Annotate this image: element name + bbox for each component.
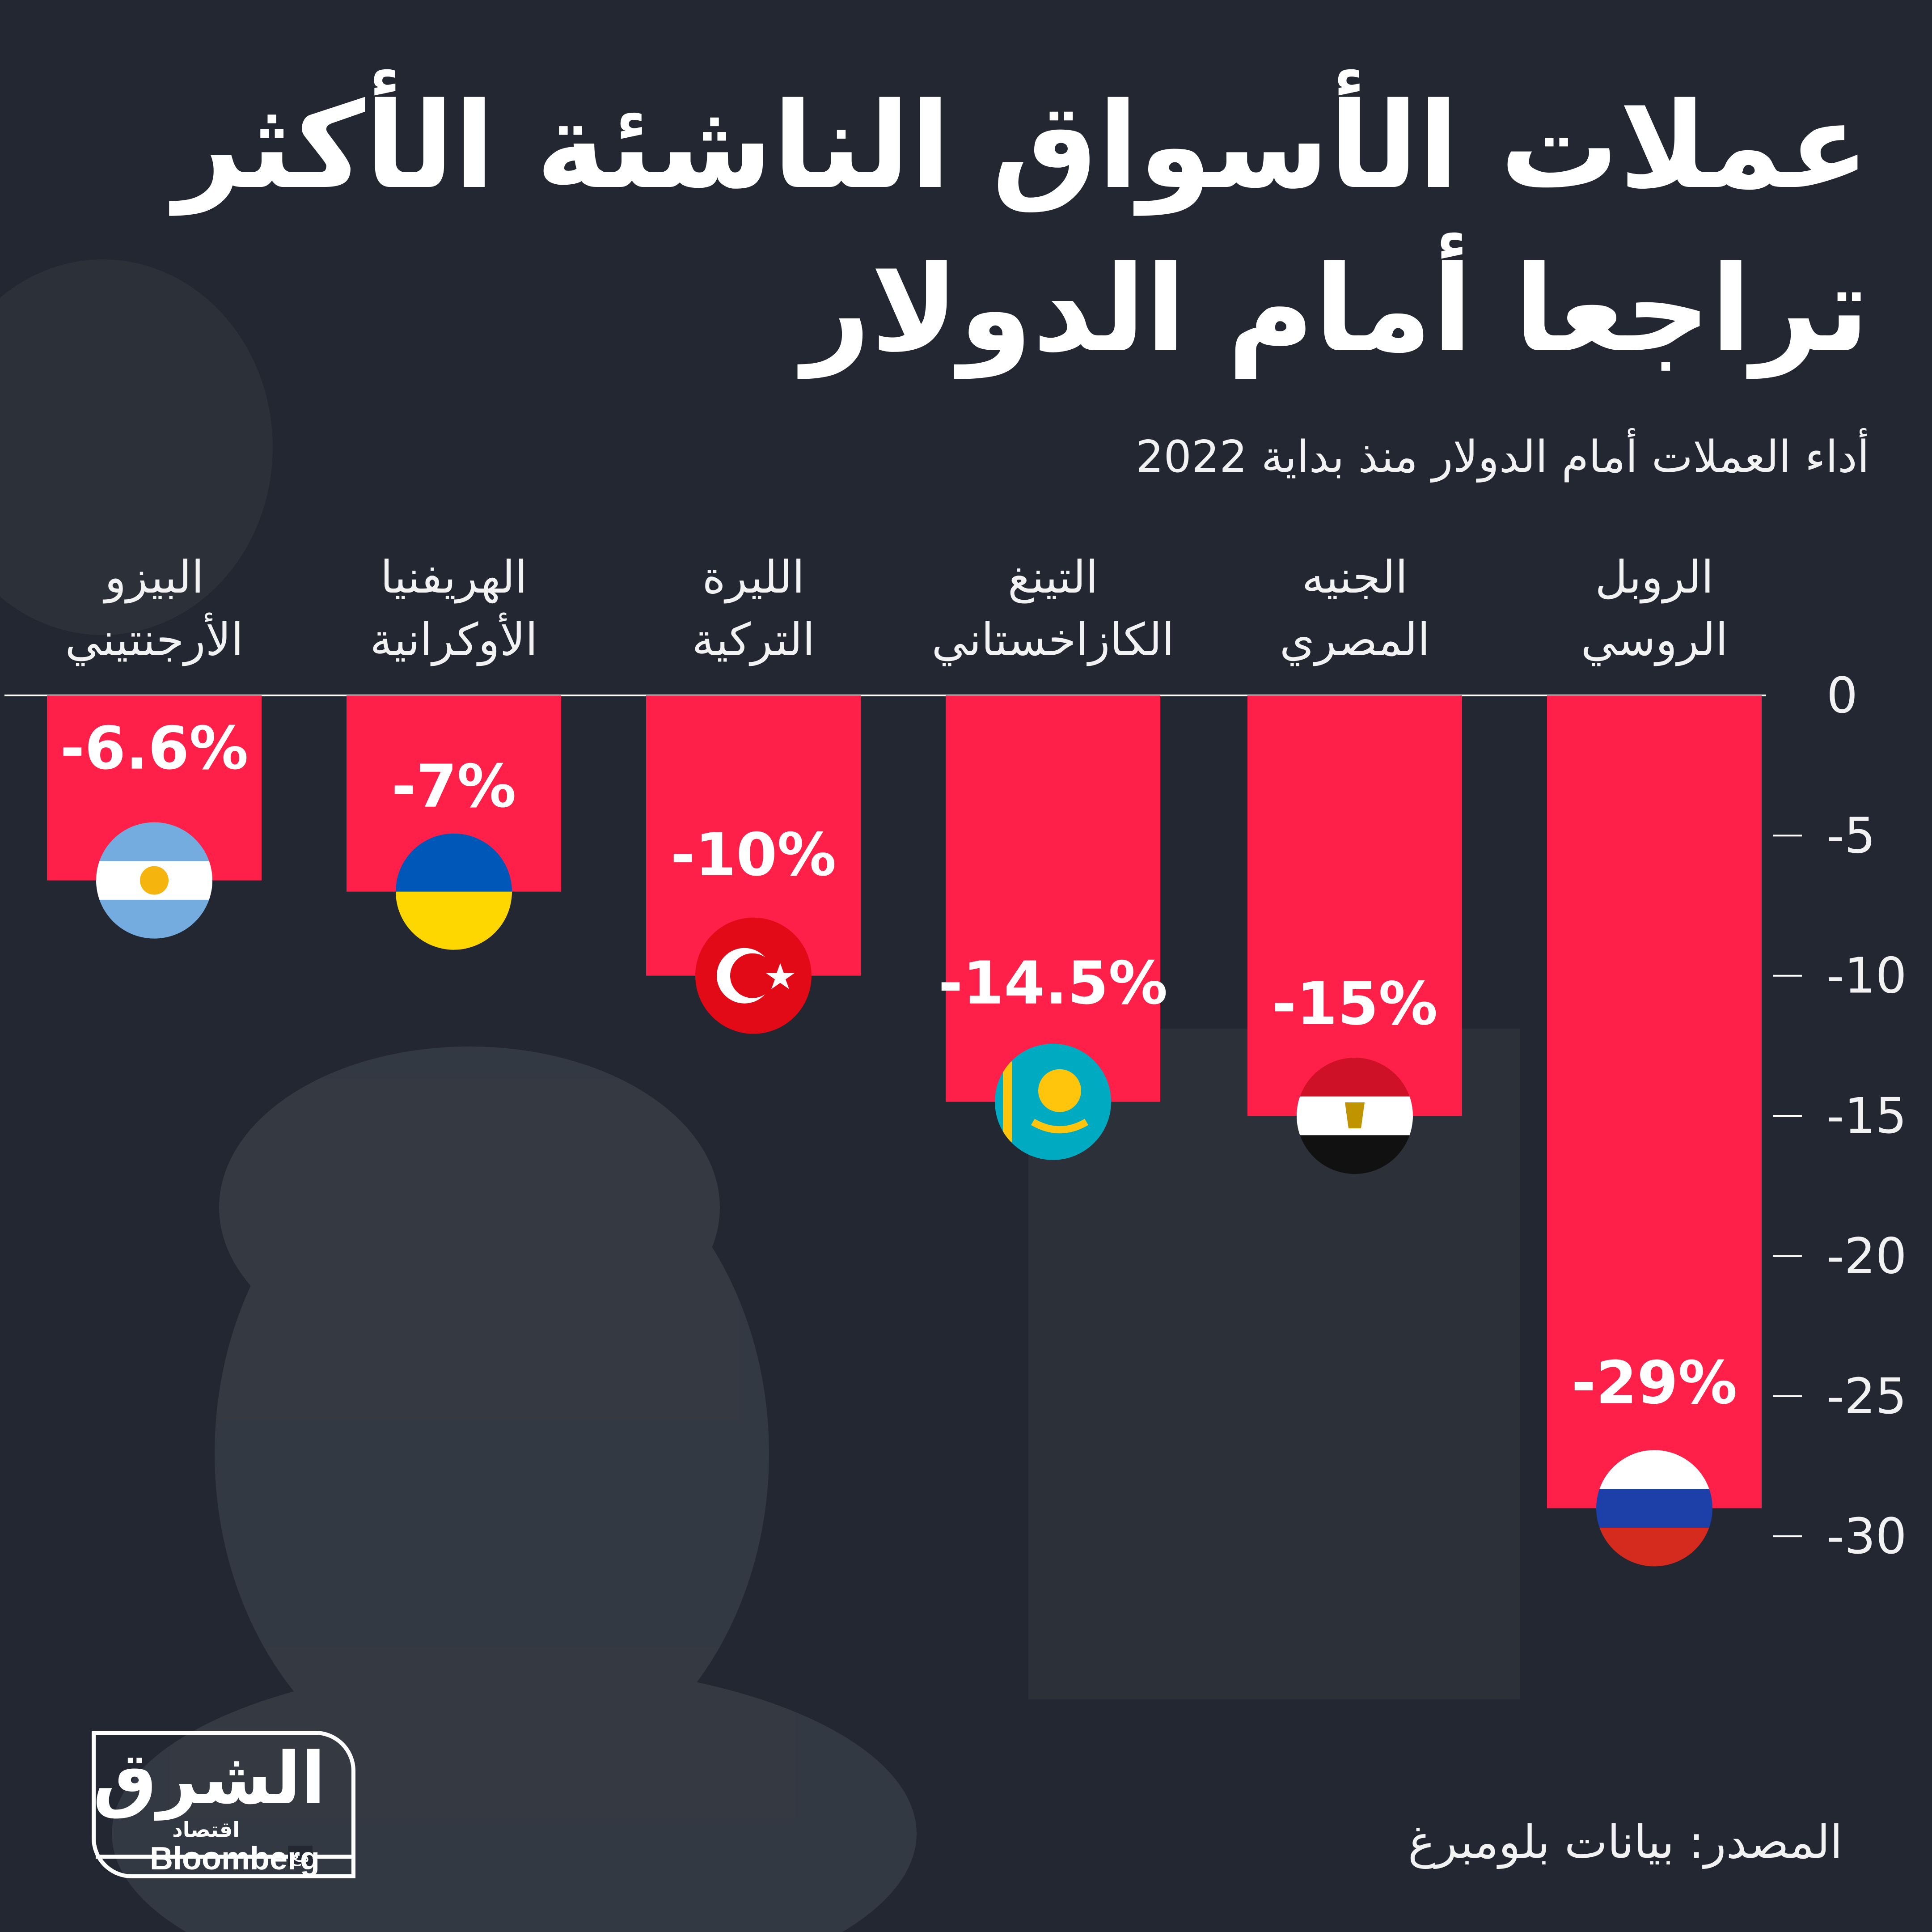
- value-label: -14.5%: [939, 949, 1168, 1018]
- value-label: -29%: [1572, 1348, 1738, 1417]
- y-tick-label: -20: [1826, 1227, 1907, 1284]
- category-label-line2: الأوكرانية: [370, 612, 537, 666]
- egypt-flag-icon: [1297, 1058, 1413, 1174]
- bar: [1247, 695, 1462, 1116]
- category-label-line2: المصري: [1280, 614, 1430, 666]
- asharq-logo: الشرق اقتصاد مع: [92, 1731, 355, 1878]
- category-label-line1: البيزو: [102, 551, 204, 604]
- category-label-line1: التينغ: [1008, 551, 1098, 604]
- turkey-flag-icon: [695, 917, 812, 1034]
- value-label: -6.6%: [60, 714, 249, 783]
- category-label-line1: الروبل: [1595, 551, 1713, 604]
- y-tick-label: -15: [1826, 1087, 1907, 1144]
- value-label: -10%: [671, 821, 837, 890]
- category-label-line1: الليرة: [702, 551, 804, 603]
- y-tick-label: -30: [1826, 1508, 1907, 1565]
- category-label-line2: التركية: [692, 614, 815, 666]
- bar: [1547, 695, 1762, 1508]
- subtitle: أداء العملات أمام الدولار منذ بداية 2022: [1136, 432, 1869, 483]
- kazakhstan-flag-icon: [995, 1043, 1111, 1160]
- y-tick-label: -5: [1826, 807, 1876, 864]
- y-tick-label: 0: [1826, 667, 1858, 724]
- title-line-1: عملات الأسواق الناشئة الأكثر: [174, 77, 1871, 215]
- y-tick-label: -25: [1826, 1368, 1907, 1425]
- value-label: -15%: [1272, 970, 1438, 1038]
- ukraine-flag-icon: [396, 833, 512, 950]
- logo-arabic-text: الشرق: [93, 1737, 326, 1820]
- argentina-flag-icon: [96, 822, 212, 939]
- logo-divider: [96, 1855, 351, 1859]
- category-label-line2: الأرجنتيني: [65, 612, 244, 666]
- category-label-line1: الجنيه: [1302, 551, 1408, 603]
- russia-flag-icon: [1596, 1450, 1712, 1567]
- category-label-line1: الهريفنيا: [380, 551, 528, 604]
- logo-bloomberg-text: Bloomberg: [150, 1841, 320, 1877]
- bar: [946, 695, 1160, 1102]
- value-label: -7%: [392, 752, 516, 821]
- category-label-line2: الكازاخستاني: [932, 614, 1175, 666]
- logo-with-text: مع: [288, 1846, 313, 1866]
- source-note: المصدر: بيانات بلومبرغ: [1408, 1816, 1843, 1869]
- category-label-line2: الروسي: [1581, 614, 1728, 666]
- logo-sub-text: اقتصاد: [172, 1818, 240, 1842]
- y-tick-label: -10: [1826, 947, 1907, 1004]
- title-line-2: تراجعا أمام الدولار: [802, 241, 1871, 378]
